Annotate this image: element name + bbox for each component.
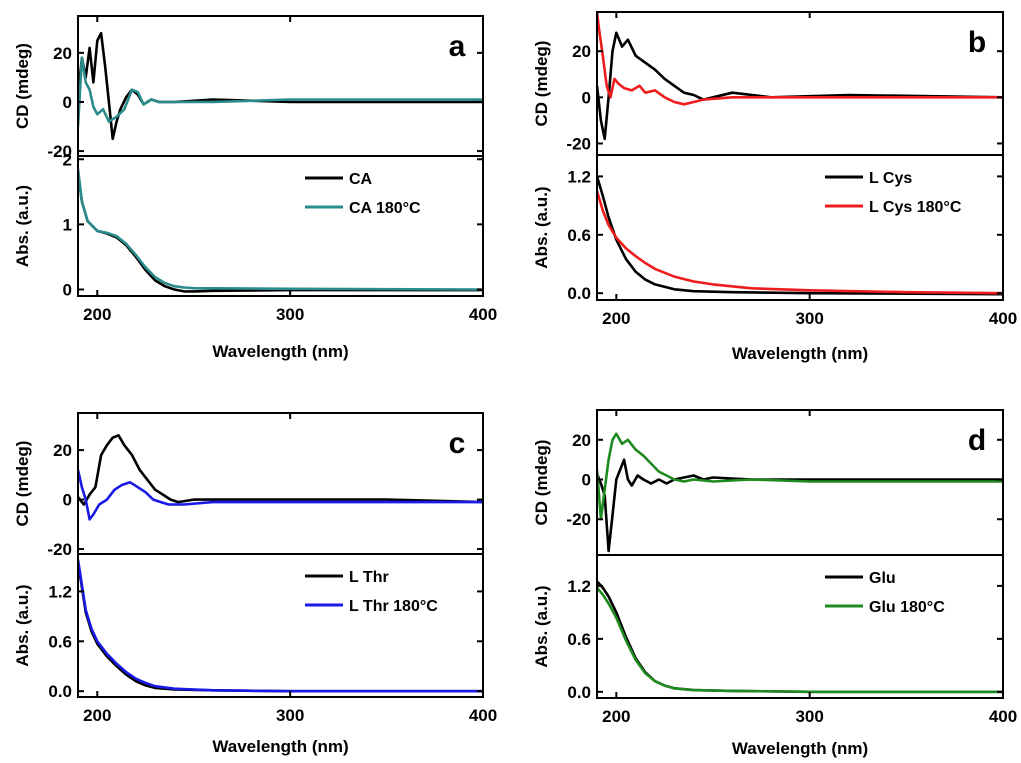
y-tick-label-bottom: 1	[63, 215, 72, 234]
legend-label: L Thr	[349, 569, 389, 586]
series-line-top-0	[597, 458, 1003, 553]
x-axis-title: Wavelength (nm)	[212, 737, 348, 756]
y-tick-label-bottom: 0.0	[48, 682, 72, 701]
legend-label: CA	[349, 171, 373, 188]
y-tick-label-top: 0	[63, 491, 72, 510]
x-tick-label: 200	[83, 305, 111, 324]
plot-frame-top	[77, 412, 484, 555]
legend-label: Glu	[869, 570, 896, 587]
panel-letter: b	[968, 26, 986, 59]
series-line-bottom-0	[78, 562, 483, 693]
x-axis-title: Wavelength (nm)	[732, 344, 868, 363]
y-axis-title-top: CD (mdeg)	[532, 440, 551, 526]
legend-label: L Cys 180°C	[869, 199, 962, 216]
y-tick-label-bottom: 0.6	[567, 226, 591, 245]
panel-d: -20 0 20 CD (mdeg) 0.0 0.6 1.2 Abs. (a.u.) Glu Gl…	[532, 409, 1017, 758]
x-tick-label: 200	[602, 309, 630, 328]
plot-frame-top	[596, 11, 1004, 156]
x-tick-label: 200	[83, 706, 111, 725]
plot-frame-bottom	[77, 553, 484, 698]
y-tick-label-bottom: 0.0	[567, 683, 591, 702]
x-tick-label: 400	[469, 706, 497, 725]
x-tick-label: 400	[989, 707, 1017, 726]
plot-frame-bottom	[596, 154, 1004, 301]
panel-c: -20 0 20 CD (mdeg) 0.0 0.6 1.2 Abs. (a.u.) L Thr…	[13, 412, 497, 756]
y-axis-title-top: CD (mdeg)	[13, 43, 32, 129]
y-tick-label-top: -20	[566, 134, 591, 153]
y-tick-label-top: -20	[566, 510, 591, 529]
x-tick-label: 400	[469, 305, 497, 324]
y-axis-title-bottom: Abs. (a.u.)	[13, 185, 32, 267]
series-line-top-1	[78, 56, 483, 127]
y-tick-label-bottom: 0.0	[567, 284, 591, 303]
x-tick-label: 300	[276, 305, 304, 324]
legend-label: CA 180°C	[349, 200, 421, 217]
x-axis-title: Wavelength (nm)	[212, 342, 348, 361]
panel-a: -20 0 20 CD (mdeg) 0 1 2 Abs. (a.u.) CA CA 180°C 2…	[13, 15, 497, 361]
series-line-bottom-1	[597, 190, 1003, 295]
x-tick-label: 300	[795, 707, 823, 726]
panel-letter: c	[449, 427, 466, 460]
y-tick-label-bottom: 1.2	[567, 167, 591, 186]
y-tick-label-top: 20	[572, 42, 591, 61]
panel-letter: d	[968, 424, 986, 457]
y-tick-label-top: 20	[53, 44, 72, 63]
y-tick-label-top: 0	[63, 93, 72, 112]
y-tick-label-top: 20	[53, 441, 72, 460]
y-tick-label-bottom: 0.6	[567, 630, 591, 649]
y-tick-label-top: 20	[572, 431, 591, 450]
series-line-top-1	[597, 12, 1003, 106]
y-axis-title-bottom: Abs. (a.u.)	[13, 584, 32, 666]
y-tick-label-bottom: 0	[63, 280, 72, 299]
y-tick-label-bottom: 1.2	[48, 582, 72, 601]
plot-frame-bottom	[77, 155, 484, 297]
y-tick-label-top: 0	[582, 471, 591, 490]
series-line-bottom-0	[597, 176, 1003, 296]
y-tick-label-bottom: 2	[63, 150, 72, 169]
x-tick-label: 300	[276, 706, 304, 725]
series-line-bottom-1	[78, 559, 483, 693]
y-axis-title-top: CD (mdeg)	[13, 441, 32, 527]
x-tick-label: 200	[602, 707, 630, 726]
series-line-top-1	[597, 432, 1003, 521]
y-tick-label-top: 0	[582, 88, 591, 107]
y-axis-title-bottom: Abs. (a.u.)	[532, 186, 551, 268]
series-line-top-1	[78, 469, 483, 521]
series-line-bottom-1	[597, 586, 1003, 694]
legend-label: L Thr 180°C	[349, 598, 438, 615]
series-line-bottom-1	[78, 168, 483, 291]
x-tick-label: 300	[795, 309, 823, 328]
legend-label: L Cys	[869, 170, 912, 187]
legend-label: Glu 180°C	[869, 599, 945, 616]
plot-frame-bottom	[596, 554, 1004, 699]
plot-frame-top	[77, 15, 484, 157]
y-tick-label-bottom: 1.2	[567, 577, 591, 596]
series-line-top-0	[78, 31, 483, 141]
series-line-top-0	[597, 31, 1003, 141]
series-line-top-0	[78, 434, 483, 506]
y-tick-label-top: -20	[47, 540, 72, 559]
y-axis-title-top: CD (mdeg)	[532, 41, 551, 127]
y-axis-title-bottom: Abs. (a.u.)	[532, 585, 551, 667]
y-tick-label-bottom: 0.6	[48, 632, 72, 651]
y-tick-label-top: -20	[47, 142, 72, 161]
x-tick-label: 400	[989, 309, 1017, 328]
panel-letter: a	[449, 30, 466, 63]
panel-b: -20 0 20 CD (mdeg) 0.0 0.6 1.2 Abs. (a.u.) L Cys…	[532, 11, 1017, 363]
series-line-bottom-0	[78, 172, 483, 293]
x-axis-title: Wavelength (nm)	[732, 739, 868, 758]
